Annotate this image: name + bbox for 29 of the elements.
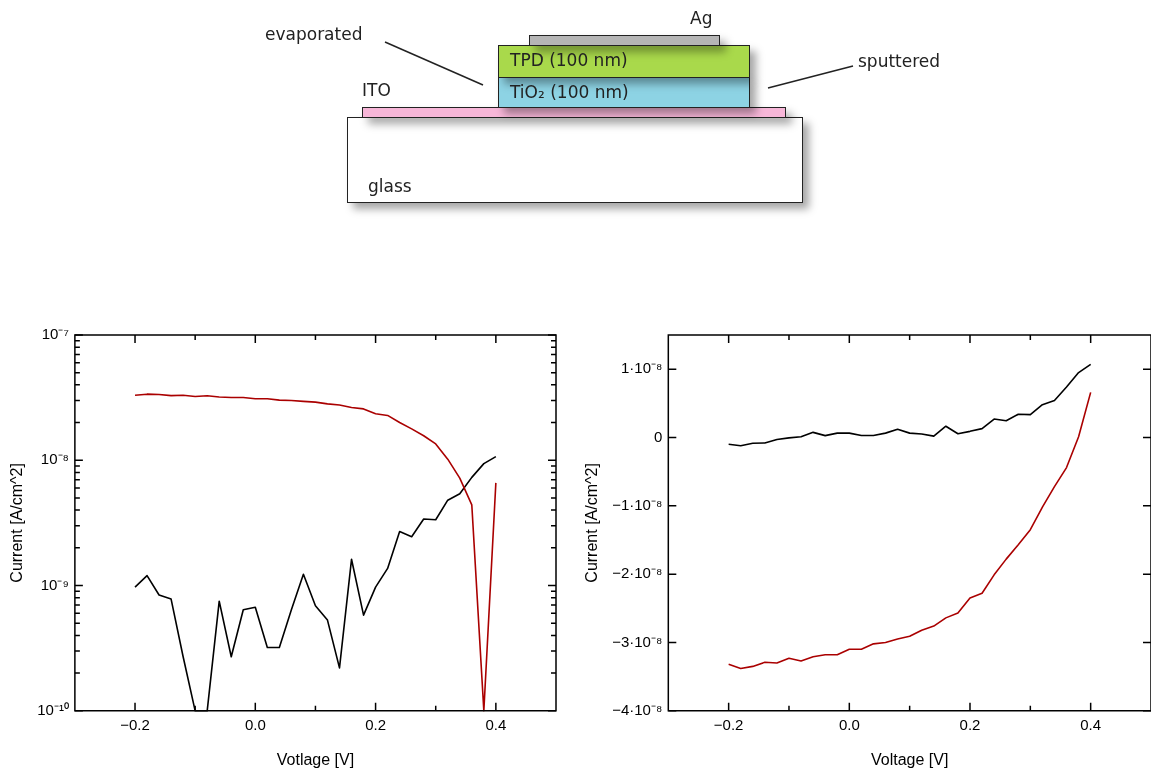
y-tick-label: −2·10⁻⁸ xyxy=(612,564,663,582)
text: evaporated xyxy=(265,24,363,44)
text: TiO₂ (100 nm) xyxy=(510,82,629,102)
text: TPD (100 nm) xyxy=(510,50,628,70)
x-tick-label: −0.2 xyxy=(120,715,150,733)
x-tick-label: 0.0 xyxy=(838,715,860,733)
y-axis-title: Current [A/cm^2] xyxy=(583,463,601,583)
x-tick-label: −0.2 xyxy=(713,715,744,733)
y-tick-label: 0 xyxy=(653,427,663,445)
y-tick-label: 10⁻⁸ xyxy=(40,450,69,468)
y-tick-label: −1·10⁻⁸ xyxy=(612,495,663,513)
y-axis-title: Current [A/cm^2] xyxy=(8,463,26,583)
text: sputtered xyxy=(858,51,941,71)
text: ITO xyxy=(362,80,391,100)
x-tick-label: 0.0 xyxy=(244,715,266,733)
text: glass xyxy=(368,176,412,196)
y-tick-label: 10⁻⁹ xyxy=(40,575,69,593)
x-tick-label: 0.4 xyxy=(485,715,507,733)
y-tick-label: 1·10⁻⁸ xyxy=(620,359,663,377)
x-axis-title: Votlage [V] xyxy=(276,750,355,768)
y-tick-label: 10⁻⁷ xyxy=(41,325,69,343)
y-tick-label: 10⁻¹⁰ xyxy=(37,700,69,718)
y-tick-label: −4·10⁻⁸ xyxy=(612,700,663,718)
x-axis-title: Voltage [V] xyxy=(870,750,949,768)
text: Ag xyxy=(690,8,713,28)
x-tick-label: 0.2 xyxy=(959,715,981,733)
y-tick-label: −3·10⁻⁸ xyxy=(612,632,663,650)
x-tick-label: 0.4 xyxy=(1080,715,1102,733)
x-tick-label: 0.2 xyxy=(365,715,387,733)
